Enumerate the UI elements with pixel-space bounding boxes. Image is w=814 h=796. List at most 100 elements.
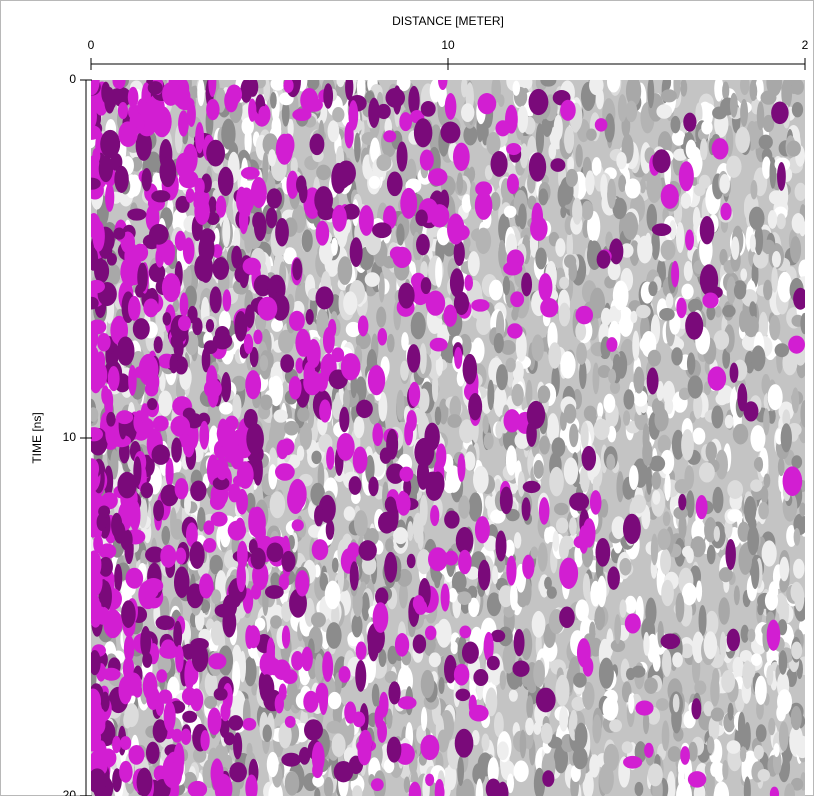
texture-blob: [457, 453, 465, 481]
texture-blob: [344, 506, 355, 521]
texture-blob: [349, 476, 362, 495]
texture-blob: [140, 482, 153, 498]
texture-blob: [379, 692, 389, 718]
texture-blob: [435, 779, 444, 796]
texture-blob: [133, 318, 150, 339]
texture-blob: [579, 525, 589, 553]
texture-blob: [792, 79, 804, 95]
texture-blob: [189, 541, 204, 569]
texture-blob: [353, 446, 368, 473]
texture-blob: [564, 126, 574, 153]
texture-blob: [747, 525, 759, 555]
texture-blob: [701, 120, 712, 134]
texture-blob: [525, 718, 534, 736]
texture-blob: [603, 696, 619, 720]
texture-blob: [108, 366, 120, 391]
texture-blob: [506, 445, 517, 475]
texture-blob: [197, 78, 204, 106]
texture-blob: [107, 253, 117, 266]
texture-blob: [226, 593, 237, 617]
texture-blob: [432, 374, 438, 403]
texture-blob: [727, 629, 740, 651]
texture-blob: [229, 762, 247, 782]
texture-blob: [734, 282, 746, 300]
texture-blob: [671, 347, 682, 365]
texture-blob: [244, 334, 253, 354]
texture-blob: [102, 668, 121, 681]
texture-blob: [280, 354, 294, 372]
texture-blob: [454, 347, 462, 369]
texture-blob: [775, 343, 789, 357]
texture-blob: [595, 538, 610, 567]
texture-blob: [265, 585, 284, 599]
texture-blob: [326, 446, 334, 470]
texture-blob: [609, 238, 623, 264]
texture-blob: [584, 406, 597, 421]
texture-blob: [373, 602, 389, 633]
texture-blob: [569, 492, 589, 510]
texture-blob: [114, 564, 122, 592]
texture-blob: [376, 307, 386, 328]
texture-blob: [668, 746, 681, 762]
texture-blob: [597, 250, 611, 268]
texture-blob: [203, 538, 216, 553]
texture-blob: [274, 409, 288, 422]
texture-blob: [341, 353, 361, 380]
texture-blob: [575, 599, 589, 621]
texture-blob: [323, 83, 333, 109]
texture-blob: [251, 177, 267, 208]
texture-blob: [469, 695, 477, 715]
texture-blob: [730, 363, 739, 383]
texture-blob: [267, 278, 281, 293]
texture-blob: [180, 292, 189, 317]
texture-blob: [262, 152, 268, 184]
texture-blob: [715, 393, 728, 405]
texture-blob: [143, 672, 158, 701]
texture-blob: [712, 668, 719, 686]
texture-blob: [718, 597, 729, 624]
texture-blob: [200, 730, 209, 751]
texture-blob: [328, 692, 341, 709]
texture-blob: [564, 457, 578, 484]
texture-blob: [656, 698, 669, 711]
texture-blob: [721, 670, 735, 693]
texture-blob: [575, 322, 586, 340]
texture-blob: [651, 472, 661, 490]
texture-blob: [699, 605, 707, 636]
texture-blob: [572, 120, 579, 132]
texture-blob: [794, 528, 801, 546]
texture-blob: [607, 179, 616, 209]
texture-blob: [646, 171, 662, 203]
texture-blob: [711, 405, 723, 428]
x-axis-title: DISTANCE [METER]: [392, 14, 504, 28]
texture-blob: [211, 621, 223, 646]
texture-blob: [190, 481, 206, 502]
texture-blob: [249, 507, 266, 538]
texture-blob: [175, 645, 184, 673]
texture-blob: [691, 698, 701, 719]
texture-blob: [243, 198, 251, 217]
texture-blob: [463, 354, 477, 385]
texture-blob: [776, 213, 785, 229]
texture-blob: [761, 91, 777, 105]
texture-blob: [643, 632, 649, 656]
texture-blob: [128, 745, 144, 765]
texture-blob: [447, 214, 465, 245]
texture-blob: [458, 550, 472, 575]
texture-blob: [169, 354, 177, 373]
texture-blob: [347, 542, 359, 558]
texture-blob: [556, 518, 569, 534]
texture-blob: [315, 286, 333, 309]
texture-blob: [540, 298, 558, 318]
texture-blob: [526, 695, 533, 719]
texture-blob: [651, 534, 658, 566]
texture-blob: [299, 182, 308, 204]
texture-blob: [99, 156, 113, 182]
texture-blob: [497, 741, 509, 760]
texture-blob: [552, 437, 566, 457]
texture-blob: [282, 625, 290, 648]
texture-blob: [661, 633, 681, 649]
texture-blob: [337, 160, 356, 185]
texture-blob: [707, 736, 714, 754]
texture-blob: [247, 625, 261, 648]
